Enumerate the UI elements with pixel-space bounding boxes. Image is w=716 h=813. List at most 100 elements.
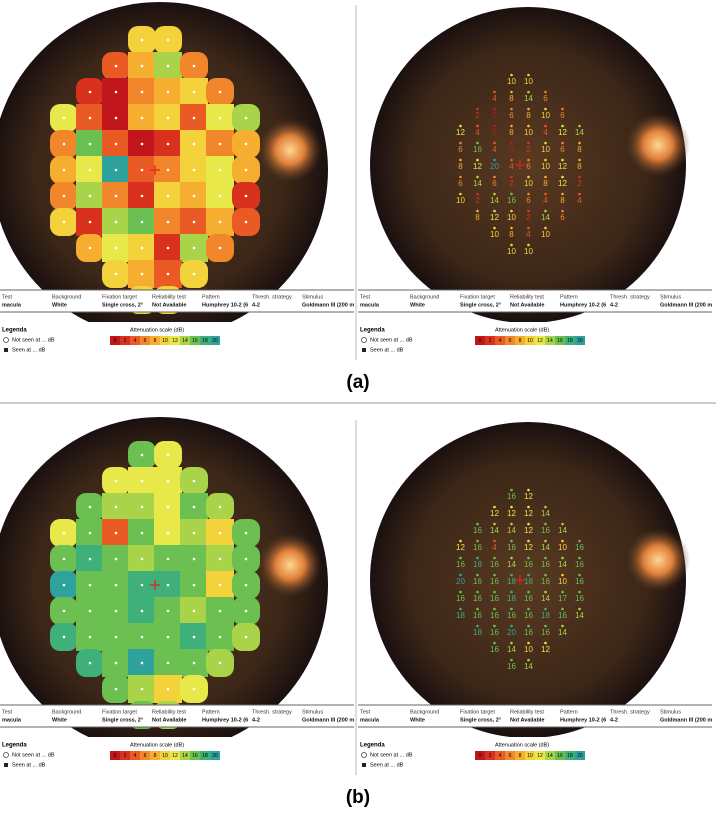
sensitivity-value: 2 xyxy=(577,179,582,188)
test-point xyxy=(493,209,496,213)
test-point xyxy=(476,175,479,179)
test-point xyxy=(578,124,581,128)
test-point xyxy=(493,107,496,111)
sensitivity-value: 16 xyxy=(507,492,516,501)
test-point xyxy=(527,505,530,509)
scale-tick-label: 10 xyxy=(527,753,533,759)
info-value: Single cross, 2° xyxy=(460,302,501,308)
sensitivity-value: 10 xyxy=(541,162,550,171)
scale-cell xyxy=(545,751,555,760)
test-point xyxy=(544,641,547,645)
sensitivity-value: 10 xyxy=(490,230,499,239)
test-point xyxy=(527,641,530,645)
scale-tick-label: 12 xyxy=(537,753,543,759)
sensitivity-value: 6 xyxy=(560,111,565,120)
sensitivity-value: 10 xyxy=(541,230,550,239)
test-point xyxy=(218,116,222,120)
test-point xyxy=(578,590,581,594)
info-header: Fixation target xyxy=(460,294,495,300)
info-header: Thresh. strategy xyxy=(252,294,292,300)
sensitivity-value: 6 xyxy=(492,179,497,188)
scale-tick-label: 4 xyxy=(499,338,502,344)
info-value: Humphrey 10-2 (6 xyxy=(202,717,248,723)
test-point xyxy=(192,246,196,250)
test-point xyxy=(140,609,144,613)
test-point xyxy=(218,583,222,587)
test-point xyxy=(166,272,170,276)
sensitivity-value: 12 xyxy=(507,509,516,518)
info-value: White xyxy=(410,717,425,723)
scale-tick-label: 4 xyxy=(134,338,137,344)
test-point xyxy=(476,573,479,577)
seen-symbol xyxy=(4,763,8,767)
info-table-bg xyxy=(0,705,354,727)
scale-cell xyxy=(130,336,140,345)
test-point xyxy=(510,539,513,543)
test-point xyxy=(459,556,462,560)
scale-tick-label: 8 xyxy=(519,753,522,759)
info-table-bg xyxy=(0,290,354,312)
test-point xyxy=(88,583,92,587)
sensitivity-value: 16 xyxy=(473,611,482,620)
test-point xyxy=(218,557,222,561)
not-seen-symbol xyxy=(361,337,367,343)
test-point xyxy=(510,209,513,213)
test-point xyxy=(114,557,118,561)
test-point xyxy=(527,107,530,111)
scale-tick-label: 2 xyxy=(124,338,127,344)
info-header: Background xyxy=(52,294,81,300)
scale-title: Attenuation scale (dB) xyxy=(495,742,549,748)
test-point xyxy=(88,116,92,120)
test-point xyxy=(527,539,530,543)
scale-cell xyxy=(575,751,585,760)
scale-tick-label: 14 xyxy=(182,753,188,759)
scale-tick-label: 8 xyxy=(519,338,522,344)
info-value: Single cross, 2° xyxy=(102,302,143,308)
test-point xyxy=(493,124,496,128)
test-point xyxy=(459,607,462,611)
sensitivity-value: 16 xyxy=(541,560,550,569)
scale-tick-label: 16 xyxy=(557,753,563,759)
test-point xyxy=(493,141,496,145)
test-point xyxy=(510,658,513,662)
test-point xyxy=(493,522,496,526)
test-point xyxy=(114,635,118,639)
sensitivity-value: 16 xyxy=(473,543,482,552)
sensitivity-value: 2 xyxy=(526,145,531,154)
scale-cell xyxy=(150,751,160,760)
sensitivity-value: 18 xyxy=(473,628,482,637)
test-point xyxy=(510,522,513,526)
info-value: Single cross, 2° xyxy=(102,717,143,723)
test-point xyxy=(544,539,547,543)
sensitivity-value: 16 xyxy=(490,560,499,569)
test-point xyxy=(166,90,170,94)
test-point xyxy=(561,124,564,128)
test-point xyxy=(114,531,118,535)
not-seen-symbol xyxy=(3,337,9,343)
test-point xyxy=(459,141,462,145)
test-point xyxy=(166,479,170,483)
test-point xyxy=(114,505,118,509)
test-point xyxy=(166,583,170,587)
scale-cell xyxy=(505,336,515,345)
scale-cell xyxy=(485,751,495,760)
sensitivity-value: 16 xyxy=(473,145,482,154)
test-point xyxy=(510,73,513,77)
test-point xyxy=(166,64,170,68)
scale-cell xyxy=(565,751,575,760)
test-point xyxy=(62,609,66,613)
scale-tick-label: 16 xyxy=(192,753,198,759)
test-point xyxy=(114,142,118,146)
test-point xyxy=(544,556,547,560)
test-point xyxy=(476,624,479,628)
scale-cell xyxy=(210,751,220,760)
test-point xyxy=(140,583,144,587)
test-point xyxy=(140,64,144,68)
sensitivity-value: 16 xyxy=(490,577,499,586)
sensitivity-value: 18 xyxy=(507,577,516,586)
test-point xyxy=(544,175,547,179)
legend-label: Not seen at ... dB xyxy=(12,337,55,343)
info-header: Reliability test xyxy=(152,294,186,300)
scale-tick-label: 6 xyxy=(509,338,512,344)
test-point xyxy=(218,220,222,224)
